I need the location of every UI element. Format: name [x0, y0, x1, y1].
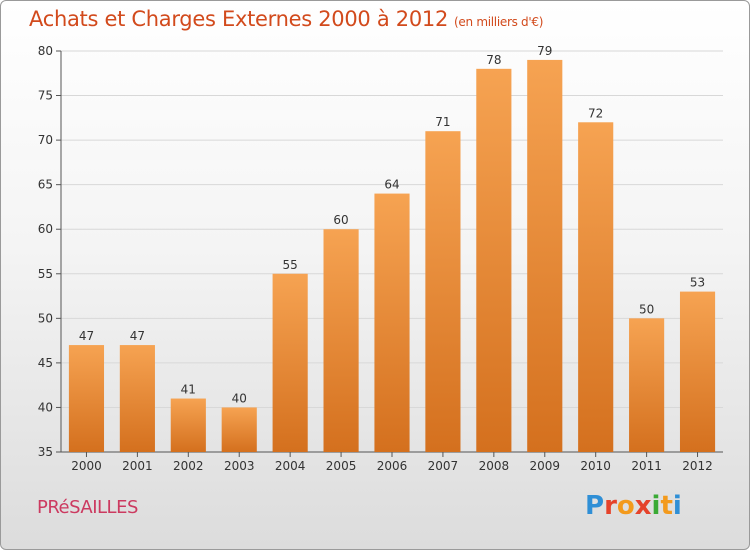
logo-letter: i [651, 491, 661, 521]
x-tick-label-2009: 2009 [529, 459, 560, 473]
data-label-2000: 47 [79, 329, 94, 343]
bar-2001 [119, 345, 155, 452]
x-tick-label-2005: 2005 [326, 459, 357, 473]
bar-2004 [272, 273, 308, 452]
logo-letter: i [672, 491, 682, 521]
commune-name: PRéSAILLES [37, 497, 138, 518]
data-label-2003: 40 [232, 391, 247, 405]
x-tick-label-2012: 2012 [682, 459, 713, 473]
chart-unit: (en milliers d'€) [454, 15, 544, 29]
logo-letter: o [616, 491, 635, 521]
y-tick-label: 45 [38, 356, 53, 370]
bars [68, 59, 716, 453]
proxiti-logo: Proxiti [585, 491, 682, 521]
bar-2007 [425, 131, 461, 452]
x-tick-label-2007: 2007 [428, 459, 459, 473]
data-label-2007: 71 [435, 115, 450, 129]
y-tick-label: 40 [38, 400, 53, 414]
bar-2006 [374, 193, 410, 453]
bar-2002 [170, 398, 206, 452]
data-label-2011: 50 [639, 302, 654, 316]
y-tick-label: 80 [38, 44, 53, 58]
x-tick-label-2008: 2008 [479, 459, 510, 473]
data-label-2012: 53 [690, 276, 705, 290]
y-tick-label: 50 [38, 311, 53, 325]
x-tick-label-2002: 2002 [173, 459, 204, 473]
bar-2012 [679, 291, 716, 452]
bar-2008 [476, 68, 512, 453]
logo-letter: r [604, 491, 617, 521]
y-tick-label: 75 [38, 89, 53, 103]
bar-2010 [578, 122, 614, 453]
y-tick-label: 55 [38, 267, 53, 281]
logo-letter: x [634, 491, 652, 521]
x-tick-label-2010: 2010 [580, 459, 611, 473]
x-tick-label-2011: 2011 [631, 459, 662, 473]
data-label-2001: 47 [130, 329, 145, 343]
data-labels: 47 47 41 40 55 60 64 71 78 79 72 50 53 [79, 44, 705, 406]
data-label-2009: 79 [537, 44, 552, 58]
y-tick-label: 60 [38, 222, 53, 236]
bar-2005 [323, 229, 359, 452]
chart-title-text: Achats et Charges Externes 2000 à 2012 [29, 7, 449, 31]
data-label-2005: 60 [333, 213, 348, 227]
data-label-2010: 72 [588, 106, 603, 120]
x-tick-label-2006: 2006 [377, 459, 408, 473]
y-tick-label: 65 [38, 178, 53, 192]
x-tick-label-2000: 2000 [71, 459, 102, 473]
x-tick-label-2004: 2004 [275, 459, 306, 473]
bar-2009 [527, 59, 563, 453]
chart-title: Achats et Charges Externes 2000 à 2012 (e… [29, 7, 543, 31]
y-tick-label: 35 [38, 445, 53, 459]
data-label-2002: 41 [181, 383, 196, 397]
x-tick-label-2003: 2003 [224, 459, 255, 473]
data-label-2004: 55 [283, 258, 298, 272]
axes: 35 40 45 50 55 60 65 70 75 80 2000 2001 2002 2003 2004… [38, 44, 723, 473]
data-label-2008: 78 [486, 53, 501, 67]
y-tick-label: 70 [38, 133, 53, 147]
bar-2011 [629, 318, 665, 452]
logo-letter: t [660, 491, 673, 521]
bar-2003 [221, 407, 257, 452]
x-tick-label-2001: 2001 [122, 459, 153, 473]
data-label-2006: 64 [384, 178, 399, 192]
bar-2000 [68, 345, 105, 452]
logo-letter: P [585, 491, 605, 521]
